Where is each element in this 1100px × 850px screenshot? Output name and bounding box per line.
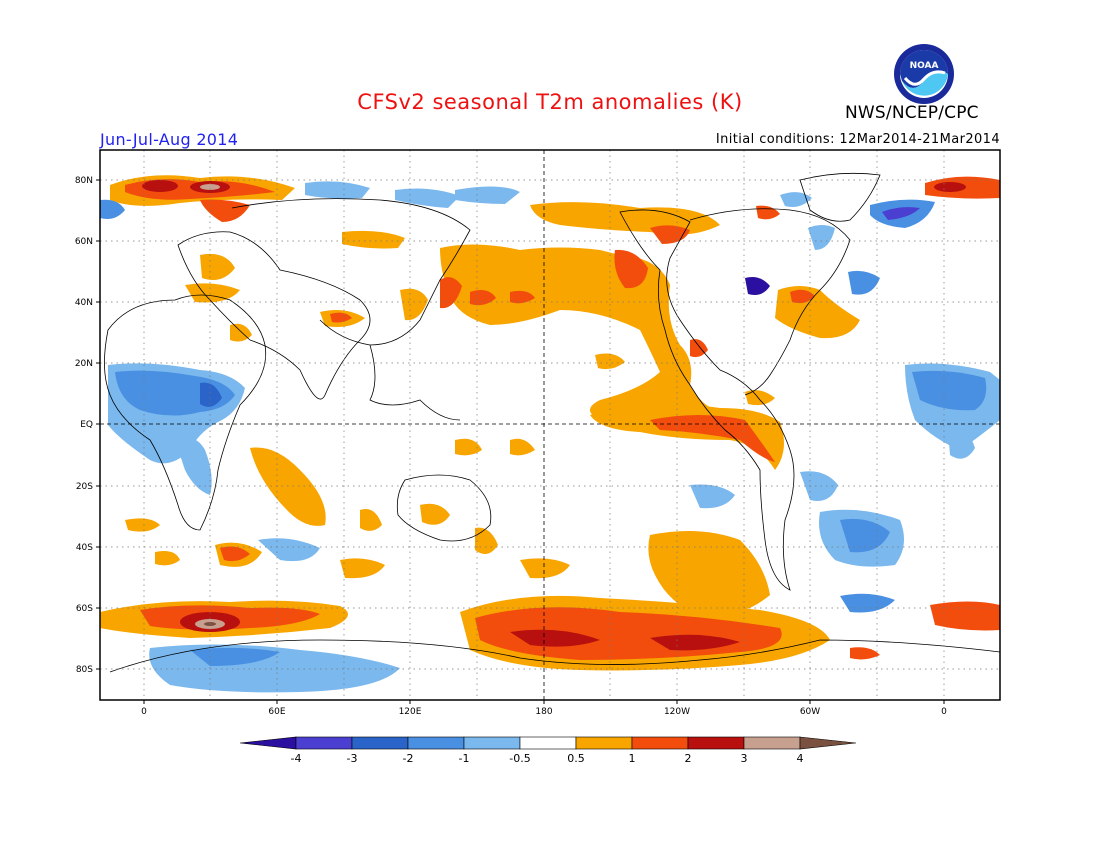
map-title: CFSv2 seasonal T2m anomalies (K): [357, 90, 743, 114]
colorbar-label: -2: [403, 752, 414, 765]
colorbar-segment: [239, 736, 297, 750]
agency-label: NWS/NCEP/CPC: [845, 103, 979, 123]
lat-label: 80S: [76, 665, 93, 675]
colorbar-segment: [407, 736, 465, 750]
colorbar-segment: [631, 736, 689, 750]
colorbar-label: -1: [459, 752, 470, 765]
colorbar-segment: [743, 736, 801, 750]
colorbar-segment: [295, 736, 353, 750]
lon-label: 120W: [664, 707, 690, 717]
lon-label: 120E: [399, 707, 422, 717]
lat-label: 80N: [75, 176, 93, 186]
lat-label: 40S: [76, 543, 93, 553]
anomaly-fields: [100, 175, 1000, 693]
coastlines: [104, 172, 1000, 673]
lon-label: 60E: [268, 707, 285, 717]
colorbar-segment: [463, 736, 521, 750]
colorbar-label: 4: [797, 752, 804, 765]
logo-text: NOAA: [910, 61, 939, 71]
lat-label: EQ: [80, 420, 93, 430]
colorbar-label: 2: [685, 752, 692, 765]
lon-label: 180: [535, 707, 552, 717]
colorbar-label: 0.5: [567, 752, 585, 765]
lat-label: 20S: [76, 482, 93, 492]
colorbar-label: -0.5: [509, 752, 530, 765]
colorbar-label: 3: [741, 752, 748, 765]
colorbar-segment: [519, 736, 577, 750]
colorbar-label: -4: [291, 752, 302, 765]
lat-label: 60S: [76, 604, 93, 614]
colorbar-segment: [687, 736, 745, 750]
colorbar-label: 1: [629, 752, 636, 765]
lon-label: 60W: [800, 707, 820, 717]
lat-label: 20N: [75, 359, 93, 369]
season-label: Jun-Jul-Aug 2014: [100, 130, 239, 149]
colorbar-segment: [799, 736, 857, 750]
noaa-logo-icon: NOAA: [894, 44, 954, 104]
lon-label: 0: [941, 707, 947, 717]
colorbar-label: -3: [347, 752, 358, 765]
colorbar-segment: [575, 736, 633, 750]
reference-lines: [100, 150, 1000, 700]
colorbar: -4 -3 -2 -1 -0.5 0.5 1 2 3 4: [239, 736, 857, 765]
lat-label: 40N: [75, 298, 93, 308]
lon-label: 0: [141, 707, 147, 717]
colorbar-segment: [351, 736, 409, 750]
map-frame: [99, 149, 1001, 701]
graticule: [100, 150, 1000, 700]
initial-conditions-label: Initial conditions: 12Mar2014-21Mar2014: [715, 132, 1000, 147]
lat-label: 60N: [75, 237, 93, 247]
